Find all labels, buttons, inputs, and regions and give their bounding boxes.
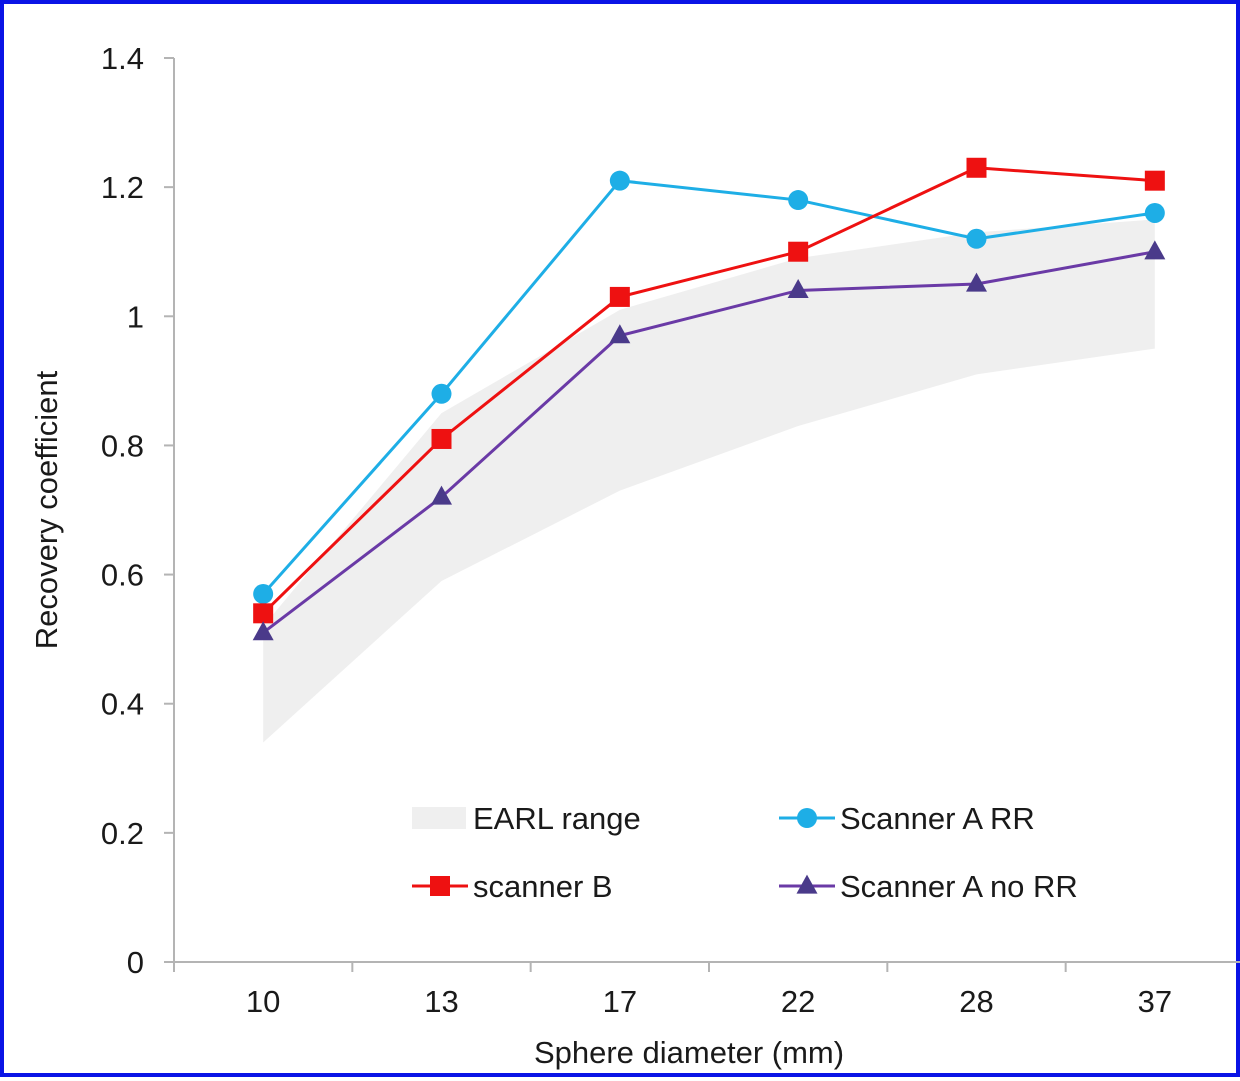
- data-point: [966, 228, 987, 249]
- line-chart: 0 0.2 0.4 0.6 0.8 1 1.2 1.4 10 13 17 22 28 37 EARL ra…: [29, 41, 1240, 1070]
- data-point: [252, 621, 274, 641]
- series-line: [262, 250, 1156, 634]
- data-point: [609, 286, 630, 307]
- data-point: [431, 485, 452, 505]
- legend-item: scanner B: [412, 869, 613, 904]
- y-tick-label: 0.6: [101, 558, 144, 593]
- y-tick-label: 0: [127, 945, 144, 980]
- x-tick-label: 28: [959, 984, 993, 1019]
- x-axis-title: Sphere diameter (mm): [534, 1035, 844, 1070]
- legend-marker: [797, 808, 817, 828]
- y-tick-label: 1.4: [101, 41, 144, 76]
- earl-range-band-layer: [263, 219, 1155, 743]
- series-scanner-b: [253, 157, 1165, 624]
- legend-item: Scanner A no RR: [779, 869, 1078, 904]
- y-tick-label: 1: [127, 299, 144, 334]
- legend-item: EARL range: [412, 801, 641, 836]
- axes: 0 0.2 0.4 0.6 0.8 1 1.2 1.4 10 13 17 22 28 37: [101, 41, 1240, 1019]
- y-axis-title: Recovery coefficient: [29, 370, 64, 649]
- y-tick-label: 0.4: [101, 687, 144, 722]
- data-point: [609, 170, 630, 191]
- series-line: [262, 166, 1155, 615]
- legend-label: scanner B: [473, 869, 613, 904]
- y-tick-label: 1.2: [101, 170, 144, 205]
- earl-range-band: [263, 219, 1155, 743]
- data-point: [966, 157, 987, 178]
- series-scanner-a-rr: [253, 170, 1165, 604]
- legend-label: Scanner A RR: [840, 801, 1035, 836]
- legend-label: EARL range: [473, 801, 641, 836]
- y-tick-label: 0.2: [101, 816, 144, 851]
- series-line: [262, 179, 1156, 595]
- data-point: [253, 603, 274, 624]
- series-layer: [252, 157, 1166, 641]
- data-point: [1144, 240, 1166, 260]
- x-tick-label: 17: [603, 984, 637, 1019]
- legend-marker: [430, 876, 450, 896]
- data-point: [431, 383, 452, 404]
- data-point: [253, 583, 274, 604]
- data-point: [966, 272, 987, 292]
- x-tick-label: 37: [1138, 984, 1172, 1019]
- legend-swatch: [412, 807, 466, 829]
- x-tick-label: 22: [781, 984, 815, 1019]
- x-tick-label: 13: [424, 984, 458, 1019]
- data-point: [788, 241, 809, 262]
- data-point: [609, 324, 631, 344]
- data-point: [1144, 170, 1165, 191]
- y-tick-label: 0.8: [101, 428, 144, 463]
- legend-item: Scanner A RR: [779, 801, 1035, 836]
- data-point: [1144, 202, 1165, 223]
- data-point: [788, 190, 809, 211]
- legend-label: Scanner A no RR: [840, 869, 1078, 904]
- legend: EARL range Scanner A RR scanner B Scanner A…: [412, 801, 1078, 904]
- data-point: [431, 428, 452, 449]
- data-point: [787, 279, 809, 299]
- series-scanner-a-no-rr: [252, 240, 1166, 641]
- x-tick-label: 10: [246, 984, 280, 1019]
- legend-marker: [796, 874, 818, 894]
